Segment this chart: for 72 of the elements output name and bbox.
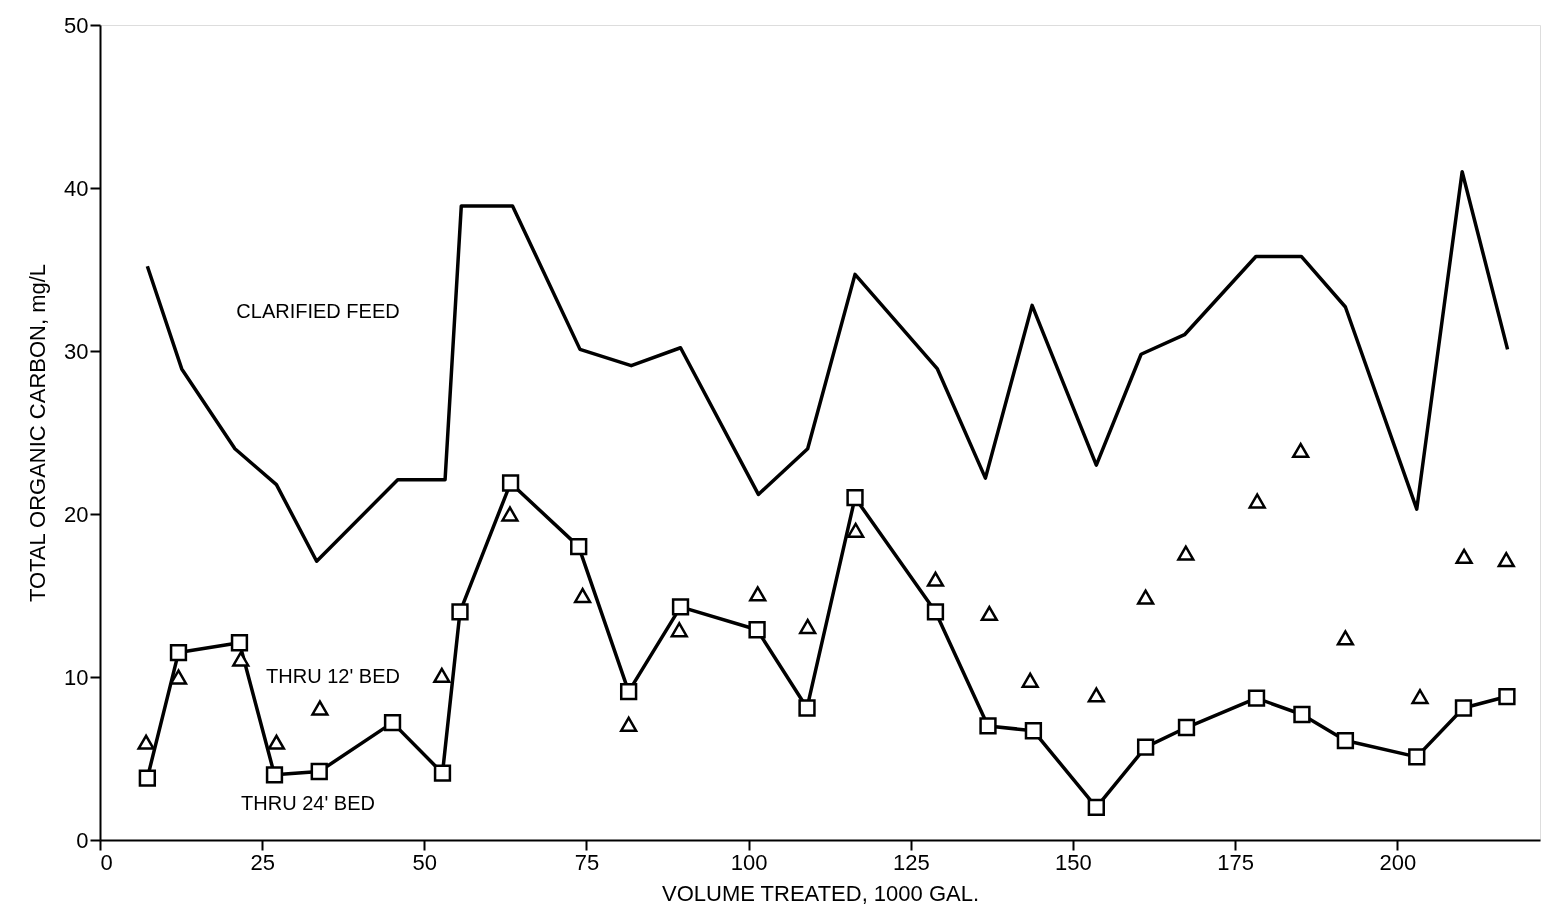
point xyxy=(619,683,638,701)
y-tick-label: 0 xyxy=(76,827,89,853)
point xyxy=(433,764,452,782)
point xyxy=(169,643,188,662)
point xyxy=(1136,738,1155,756)
point xyxy=(926,603,945,621)
point xyxy=(748,621,766,639)
line-series xyxy=(145,169,1510,564)
x-axis-title: VOLUME TREATED, 1000 GAL. xyxy=(661,880,980,906)
point xyxy=(1248,493,1266,509)
x-tick-label: 100 xyxy=(730,849,768,875)
point xyxy=(1498,687,1516,706)
y-axis-title: TOTAL ORGANIC CARBON, mg/L xyxy=(25,263,51,603)
x-tick-label: 150 xyxy=(1055,849,1092,875)
point xyxy=(1455,548,1473,565)
point xyxy=(1336,630,1355,646)
point xyxy=(265,766,284,784)
point xyxy=(311,700,329,716)
point xyxy=(847,522,865,538)
point xyxy=(1136,589,1155,605)
point xyxy=(138,769,157,787)
y-tick-label: 40 xyxy=(64,175,89,201)
text: CLARIFIED FEED xyxy=(236,300,400,322)
point xyxy=(926,571,945,587)
point xyxy=(1021,672,1039,688)
point xyxy=(979,717,997,735)
point xyxy=(267,734,286,750)
x-tick-label: 0 xyxy=(100,849,113,875)
point xyxy=(501,474,520,492)
point xyxy=(137,734,155,750)
point xyxy=(1411,688,1429,705)
point xyxy=(749,586,767,602)
x-tick-label: 175 xyxy=(1217,849,1254,875)
point xyxy=(1177,718,1196,737)
point xyxy=(980,605,998,622)
point xyxy=(1087,687,1105,703)
y-tick-label: 50 xyxy=(64,12,89,38)
point xyxy=(570,537,588,556)
point xyxy=(573,587,592,604)
point xyxy=(451,603,469,621)
point xyxy=(1293,705,1311,724)
point xyxy=(1497,551,1515,568)
x-tick-label: 200 xyxy=(1379,849,1417,875)
point xyxy=(501,506,519,522)
point xyxy=(670,622,688,638)
point xyxy=(232,651,250,667)
point xyxy=(1291,442,1310,459)
x-tick-label: 75 xyxy=(574,849,600,875)
point xyxy=(1024,722,1043,740)
y-tick-label: 20 xyxy=(64,501,89,527)
point xyxy=(383,713,402,732)
x-tick-label: 25 xyxy=(250,849,275,875)
point xyxy=(1454,699,1473,717)
point xyxy=(310,762,328,781)
point xyxy=(1087,798,1105,817)
y-tick-label: 10 xyxy=(64,664,89,690)
point xyxy=(1177,545,1195,561)
point xyxy=(1408,748,1426,766)
point xyxy=(846,489,864,507)
x-tick-label: 50 xyxy=(412,849,438,875)
point xyxy=(619,716,638,732)
point xyxy=(1247,689,1266,707)
x-tick-label: 125 xyxy=(892,849,930,875)
series-label: THRU 24' BED xyxy=(241,792,375,814)
point xyxy=(798,699,816,717)
y-tick-label: 30 xyxy=(64,338,89,364)
point xyxy=(433,667,451,684)
point xyxy=(1336,731,1355,750)
point xyxy=(230,634,249,652)
point xyxy=(799,618,817,635)
series-label: THRU 12' BED xyxy=(266,665,400,687)
point xyxy=(671,598,690,616)
